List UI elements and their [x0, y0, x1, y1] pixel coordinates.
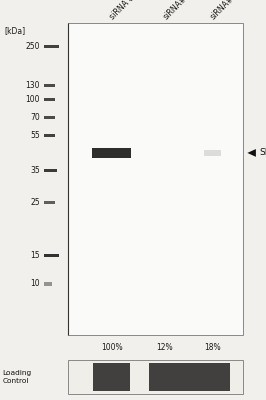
FancyBboxPatch shape — [44, 134, 55, 137]
Text: 15: 15 — [30, 251, 40, 260]
Text: 100: 100 — [25, 95, 40, 104]
Text: 130: 130 — [25, 81, 40, 90]
Text: 25: 25 — [30, 198, 40, 207]
FancyBboxPatch shape — [44, 45, 59, 48]
Polygon shape — [247, 149, 256, 157]
Text: Loading
Control: Loading Control — [3, 370, 32, 384]
FancyBboxPatch shape — [44, 84, 55, 87]
Text: 12%: 12% — [157, 343, 173, 352]
FancyBboxPatch shape — [44, 98, 55, 102]
Text: SMARCB1: SMARCB1 — [259, 148, 266, 158]
FancyBboxPatch shape — [68, 360, 243, 394]
FancyBboxPatch shape — [44, 169, 57, 172]
FancyBboxPatch shape — [44, 201, 55, 204]
Text: [kDa]: [kDa] — [4, 26, 25, 36]
Text: 250: 250 — [25, 42, 40, 51]
Text: 70: 70 — [30, 113, 40, 122]
FancyBboxPatch shape — [93, 363, 230, 391]
FancyBboxPatch shape — [44, 116, 55, 119]
Text: siRNA#1: siRNA#1 — [161, 0, 192, 21]
Text: siRNA#2: siRNA#2 — [209, 0, 240, 21]
Text: siRNA ctrl: siRNA ctrl — [108, 0, 142, 21]
Text: 55: 55 — [30, 131, 40, 140]
Text: 100%: 100% — [101, 343, 123, 352]
FancyBboxPatch shape — [130, 363, 149, 391]
Text: 10: 10 — [30, 280, 40, 288]
FancyBboxPatch shape — [92, 148, 131, 158]
FancyBboxPatch shape — [204, 150, 221, 156]
FancyBboxPatch shape — [44, 254, 59, 257]
FancyBboxPatch shape — [68, 23, 243, 334]
Text: 35: 35 — [30, 166, 40, 175]
FancyBboxPatch shape — [44, 282, 52, 286]
Text: 18%: 18% — [205, 343, 221, 352]
